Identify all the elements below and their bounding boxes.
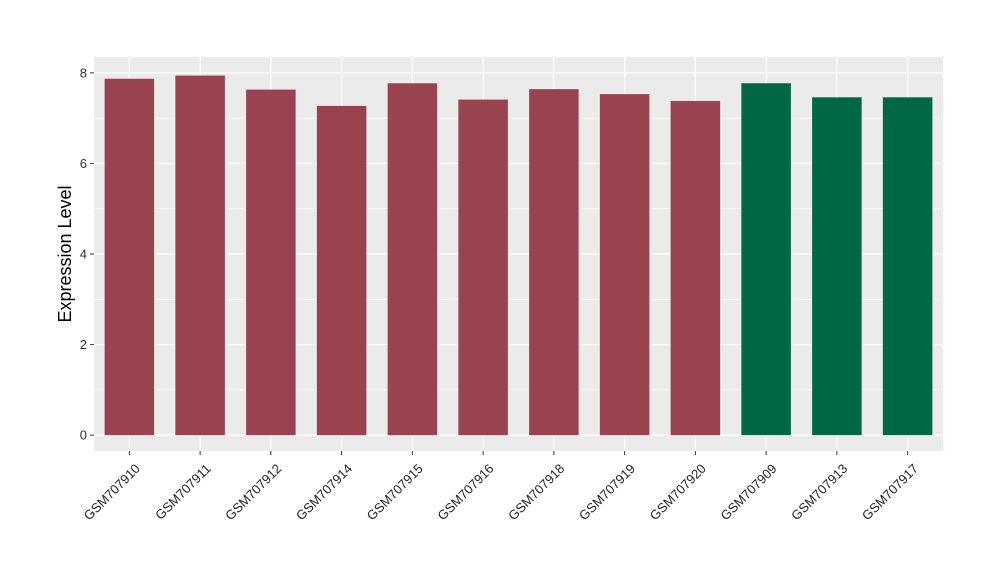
x-tick-label: GSM707909 (717, 461, 779, 523)
y-axis-label: Expression Level (55, 185, 75, 322)
bar-GSM707913 (812, 97, 862, 436)
bar-GSM707911 (175, 75, 225, 436)
x-axis: GSM707910 GSM707911 GSM707912 GSM707914 GSM7… (81, 451, 921, 523)
bar-GSM707909 (741, 83, 791, 436)
grid-minor (94, 117, 943, 391)
y-tick-label: 6 (80, 156, 87, 171)
x-tick-label: GSM707917 (859, 461, 921, 523)
bar-GSM707914 (316, 105, 367, 436)
bar-GSM707919 (599, 94, 650, 436)
bars (104, 75, 933, 436)
bar-GSM707917 (882, 97, 933, 436)
bar-GSM707910 (104, 78, 155, 436)
x-tick-label: GSM707918 (505, 461, 567, 523)
bar-GSM707916 (458, 99, 508, 436)
y-tick-label: 8 (80, 65, 87, 80)
bar-GSM707920 (670, 100, 721, 436)
bar-GSM707912 (246, 89, 296, 436)
bar-GSM707915 (387, 83, 438, 436)
y-axis: 0 2 4 6 8 (80, 65, 94, 443)
y-tick-label: 0 (80, 428, 87, 443)
y-tick-label: 4 (80, 247, 87, 262)
x-tick-label: GSM707911 (152, 461, 214, 523)
x-tick-label: GSM707915 (364, 461, 426, 523)
x-tick-label: GSM707910 (81, 461, 143, 523)
bar-GSM707918 (529, 89, 579, 436)
x-tick-label: GSM707919 (576, 461, 638, 523)
x-tick-label: GSM707916 (434, 461, 496, 523)
x-tick-label: GSM707913 (788, 461, 850, 523)
y-tick-label: 2 (80, 337, 87, 352)
x-tick-label: GSM707914 (293, 461, 355, 523)
x-tick-label: GSM707920 (647, 461, 709, 523)
x-tick-label: GSM707912 (222, 461, 284, 523)
